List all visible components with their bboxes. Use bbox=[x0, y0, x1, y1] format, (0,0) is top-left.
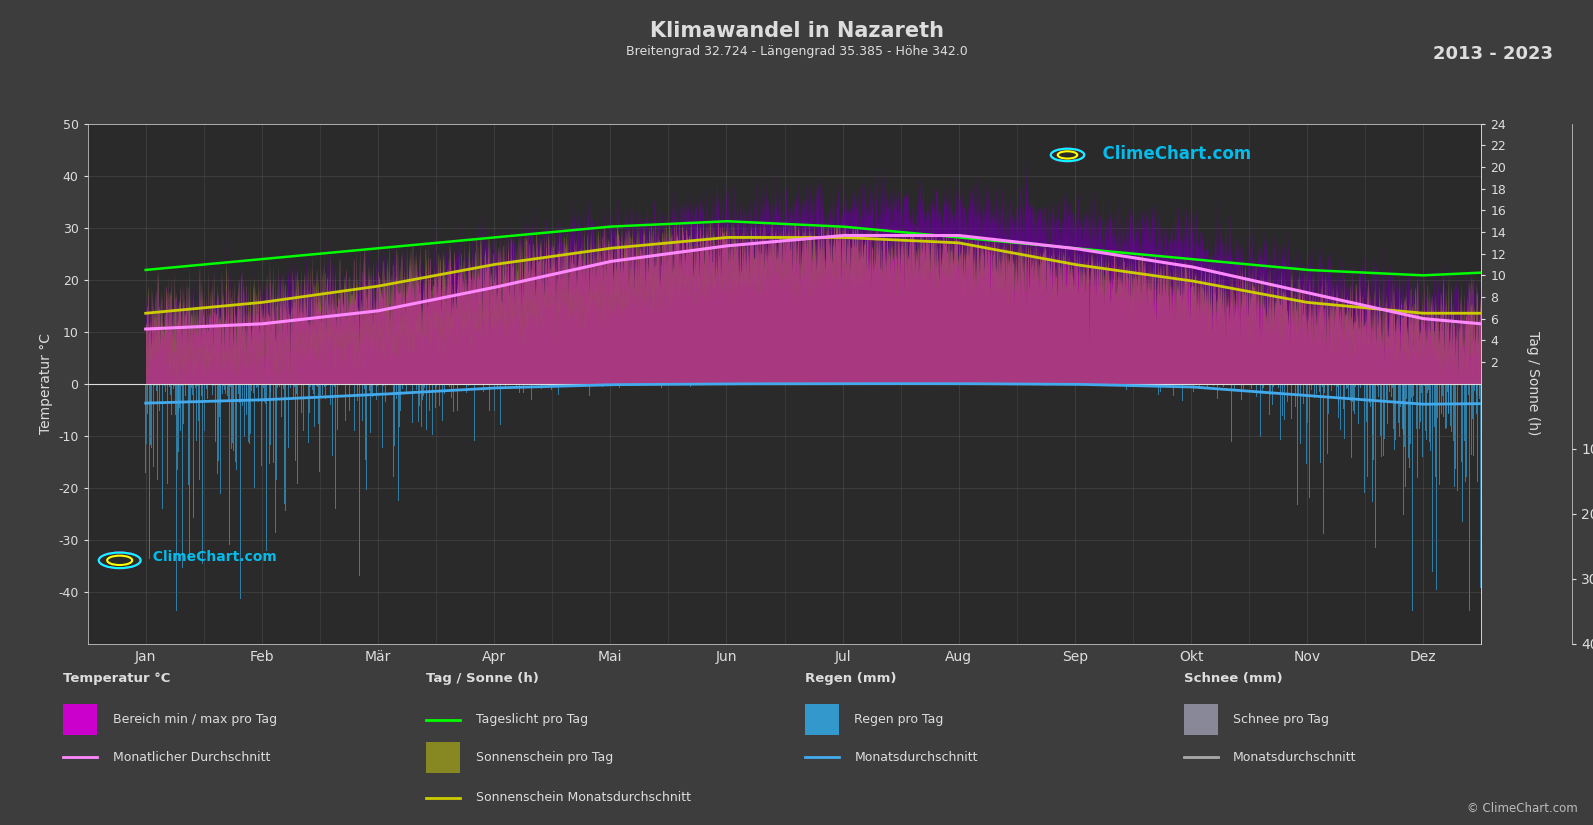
Text: Sonnenschein pro Tag: Sonnenschein pro Tag bbox=[476, 751, 613, 764]
Bar bbox=[804, 704, 840, 735]
Text: Tageslicht pro Tag: Tageslicht pro Tag bbox=[476, 713, 588, 726]
Text: ClimeChart.com: ClimeChart.com bbox=[1091, 144, 1252, 163]
Text: Breitengrad 32.724 - Längengrad 35.385 - Höhe 342.0: Breitengrad 32.724 - Längengrad 35.385 -… bbox=[626, 45, 967, 59]
Text: Sonnenschein Monatsdurchschnitt: Sonnenschein Monatsdurchschnitt bbox=[476, 791, 691, 804]
Text: Regen pro Tag: Regen pro Tag bbox=[854, 713, 943, 726]
Text: Tag / Sonne (h): Tag / Sonne (h) bbox=[427, 672, 540, 686]
Y-axis label: Temperatur °C: Temperatur °C bbox=[38, 333, 53, 434]
Bar bbox=[64, 704, 97, 735]
Text: Monatlicher Durchschnitt: Monatlicher Durchschnitt bbox=[113, 751, 271, 764]
Text: © ClimeChart.com: © ClimeChart.com bbox=[1467, 803, 1577, 815]
Y-axis label: Tag / Sonne (h): Tag / Sonne (h) bbox=[1526, 332, 1540, 436]
Bar bbox=[1184, 704, 1217, 735]
Text: Monatsdurchschnitt: Monatsdurchschnitt bbox=[854, 751, 978, 764]
Text: ClimeChart.com: ClimeChart.com bbox=[143, 550, 277, 564]
Text: Temperatur °C: Temperatur °C bbox=[64, 672, 170, 686]
Text: Schnee pro Tag: Schnee pro Tag bbox=[1233, 713, 1329, 726]
Text: Schnee (mm): Schnee (mm) bbox=[1184, 672, 1282, 686]
Text: Monatsdurchschnitt: Monatsdurchschnitt bbox=[1233, 751, 1357, 764]
Text: 2013 - 2023: 2013 - 2023 bbox=[1434, 45, 1553, 64]
Text: Regen (mm): Regen (mm) bbox=[804, 672, 897, 686]
Text: Bereich min / max pro Tag: Bereich min / max pro Tag bbox=[113, 713, 277, 726]
Text: Klimawandel in Nazareth: Klimawandel in Nazareth bbox=[650, 21, 943, 40]
Bar bbox=[427, 742, 460, 773]
